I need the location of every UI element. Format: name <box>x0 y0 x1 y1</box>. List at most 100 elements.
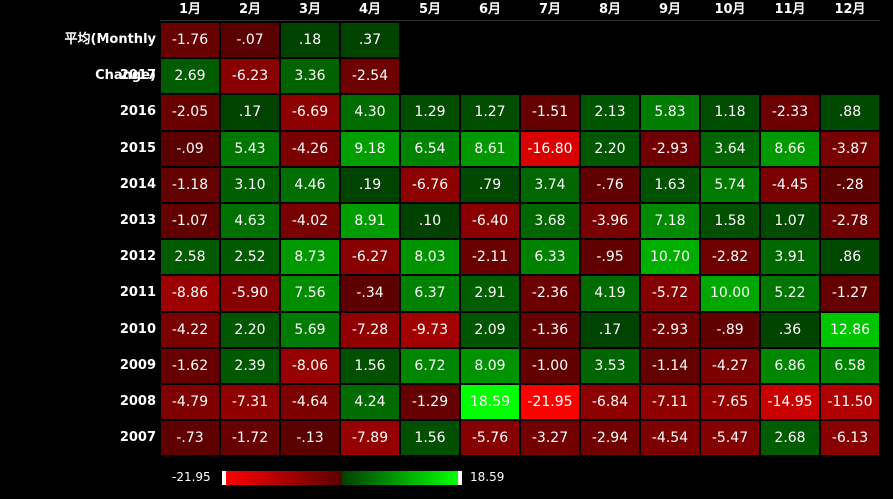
heat-cell: .37 <box>340 22 400 59</box>
heat-cell: 3.10 <box>220 166 280 203</box>
heat-cell: -.95 <box>580 239 640 276</box>
heat-cell: -5.76 <box>460 420 520 457</box>
heat-cell: 2.20 <box>220 311 280 348</box>
heat-cell: 2.52 <box>220 239 280 276</box>
heat-cell: -6.69 <box>280 94 340 131</box>
row-label: 2011 <box>119 285 156 301</box>
heat-cell: 1.56 <box>340 347 400 384</box>
heat-cell: -8.86 <box>160 275 220 312</box>
heat-cell: -2.05 <box>160 94 220 131</box>
heat-cell: -3.87 <box>820 130 880 167</box>
row-label: 2008 <box>119 394 156 409</box>
column-header: 8月 <box>580 0 640 21</box>
heat-cell: .10 <box>400 203 460 240</box>
row-label: 2015 <box>119 140 156 156</box>
column-header: 4月 <box>340 0 400 21</box>
column-header: 11月 <box>760 0 820 21</box>
heat-cell: 1.18 <box>700 94 760 131</box>
heat-cell: 1.29 <box>400 94 460 131</box>
heat-cell: -1.27 <box>820 275 880 312</box>
heat-cell: 4.46 <box>280 166 340 203</box>
heat-cell: -5.47 <box>700 420 760 457</box>
heat-cell: -1.29 <box>400 384 460 421</box>
heat-cell: 2.39 <box>220 347 280 384</box>
heat-cell: -2.33 <box>760 94 820 131</box>
column-header: 9月 <box>640 0 700 21</box>
heat-cell: -5.90 <box>220 275 280 312</box>
heat-cell: -6.76 <box>400 166 460 203</box>
heat-cell: -1.07 <box>160 203 220 240</box>
heat-cell: 1.58 <box>700 203 760 240</box>
heat-cell: 8.09 <box>460 347 520 384</box>
row-label: 2016 <box>119 104 156 120</box>
heat-cell: -1.36 <box>520 311 580 348</box>
column-header: 12月 <box>820 0 880 21</box>
row-label: 2017 <box>119 68 156 84</box>
heat-cell: -.34 <box>340 275 400 312</box>
heat-cell: -6.23 <box>220 58 280 95</box>
heat-cell: 9.18 <box>340 130 400 167</box>
heat-cell: 3.53 <box>580 347 640 384</box>
heat-cell: -1.14 <box>640 347 700 384</box>
heat-cell: 6.33 <box>520 239 580 276</box>
heat-cell: -4.45 <box>760 166 820 203</box>
heat-cell: -2.54 <box>340 58 400 95</box>
heat-cell: 6.58 <box>820 347 880 384</box>
heat-cell: -1.62 <box>160 347 220 384</box>
heat-cell: -7.28 <box>340 311 400 348</box>
heat-cell: .86 <box>820 239 880 276</box>
heat-cell: 18.59 <box>460 384 520 421</box>
heat-cell: 3.64 <box>700 130 760 167</box>
heat-cell: -.73 <box>160 420 220 457</box>
heat-cell: -.28 <box>820 166 880 203</box>
heat-cell: -4.54 <box>640 420 700 457</box>
heat-cell: 3.68 <box>520 203 580 240</box>
heat-cell: -1.51 <box>520 94 580 131</box>
column-header: 5月 <box>400 0 460 21</box>
heat-cell: 1.07 <box>760 203 820 240</box>
heat-cell: 1.27 <box>460 94 520 131</box>
heat-cell: 3.91 <box>760 239 820 276</box>
heat-cell: -2.78 <box>820 203 880 240</box>
row-label: 2013 <box>119 213 156 228</box>
heat-cell: 1.56 <box>400 420 460 457</box>
heat-cell: 8.73 <box>280 239 340 276</box>
column-header: 2月 <box>220 0 280 21</box>
heat-cell: -7.89 <box>340 420 400 457</box>
heat-cell: -2.93 <box>640 311 700 348</box>
heat-cell: 2.68 <box>760 420 820 457</box>
column-header: 10月 <box>700 0 760 21</box>
heat-cell: -8.06 <box>280 347 340 384</box>
heat-cell: 7.56 <box>280 275 340 312</box>
heat-cell: -2.93 <box>640 130 700 167</box>
column-header: 3月 <box>280 0 340 21</box>
heat-cell: -11.50 <box>820 384 880 421</box>
column-header: 6月 <box>460 0 520 21</box>
heat-cell: 2.09 <box>460 311 520 348</box>
legend-max: 18.59 <box>470 470 505 484</box>
heat-cell: 4.63 <box>220 203 280 240</box>
heat-cell: .18 <box>280 22 340 59</box>
heat-cell: -4.64 <box>280 384 340 421</box>
heat-cell: -4.22 <box>160 311 220 348</box>
heat-cell: 6.37 <box>400 275 460 312</box>
heat-cell: 6.72 <box>400 347 460 384</box>
heat-cell: 4.30 <box>340 94 400 131</box>
heat-cell: 2.13 <box>580 94 640 131</box>
heat-cell: 8.66 <box>760 130 820 167</box>
heat-cell: 1.63 <box>640 166 700 203</box>
heat-cell: 2.58 <box>160 239 220 276</box>
heat-cell: -4.26 <box>280 130 340 167</box>
heat-cell: -1.72 <box>220 420 280 457</box>
heat-cell: 5.43 <box>220 130 280 167</box>
heat-cell: 5.22 <box>760 275 820 312</box>
heat-cell: -1.00 <box>520 347 580 384</box>
heat-cell: -14.95 <box>760 384 820 421</box>
heat-cell: 3.74 <box>520 166 580 203</box>
heat-cell: -7.11 <box>640 384 700 421</box>
heat-cell: 6.86 <box>760 347 820 384</box>
heat-cell: 6.54 <box>400 130 460 167</box>
heat-cell: 5.69 <box>280 311 340 348</box>
heat-cell: -4.79 <box>160 384 220 421</box>
